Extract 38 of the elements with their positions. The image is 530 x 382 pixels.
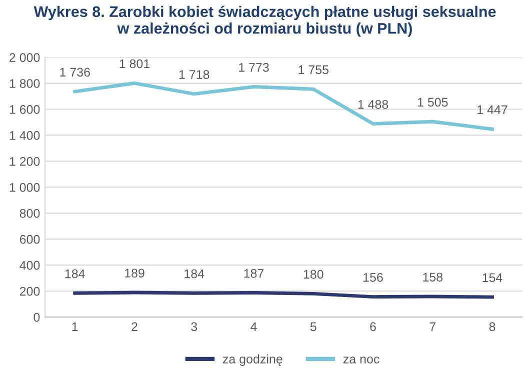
data-label: 189 — [125, 268, 144, 278]
y-tick-label: 1 600 — [10, 105, 40, 114]
data-label: 1 447 — [478, 105, 508, 114]
data-label: 1 755 — [298, 65, 328, 74]
data-label: 184 — [65, 269, 85, 278]
x-tick-label: 8 — [489, 322, 496, 332]
x-tick-label: 5 — [310, 322, 316, 332]
legend-label: za noc — [343, 356, 380, 364]
data-label: 184 — [184, 269, 204, 278]
data-label: 154 — [482, 273, 502, 282]
data-label: 1 801 — [120, 59, 150, 68]
y-tick-label: 1 400 — [10, 131, 40, 140]
x-tick-label: 7 — [430, 322, 436, 331]
y-tick-label: 1 200 — [10, 157, 40, 166]
x-tick-label: 3 — [191, 322, 198, 332]
chart-title: Wykres 8. Zarobki kobiet świadczących płatne usługi seksualne w zależności od rozmiaru biustu (w PLN) — [34, 6, 496, 37]
y-tick-label: 800 — [20, 208, 40, 218]
data-label: 187 — [244, 268, 264, 278]
data-label: 1 773 — [239, 62, 269, 72]
data-label: 158 — [423, 272, 442, 282]
x-tick-label: 2 — [132, 322, 138, 331]
x-tick-label: 4 — [250, 322, 257, 331]
data-label: 1 718 — [179, 70, 210, 79]
data-label: 180 — [304, 270, 324, 279]
y-tick-label: 2 000 — [10, 53, 40, 62]
data-label: 1 488 — [358, 100, 388, 109]
y-tick-label: 200 — [20, 286, 40, 296]
x-tick-label: 6 — [370, 322, 376, 332]
y-tick-label: 1 800 — [10, 79, 40, 88]
y-tick-label: 400 — [20, 260, 40, 270]
data-label: 1 736 — [60, 68, 90, 77]
y-tick-label: 600 — [20, 234, 40, 244]
x-tick-label: 1 — [72, 322, 78, 331]
legend-label: za godzinę — [222, 354, 282, 366]
data-label: 156 — [364, 272, 383, 282]
data-label: 1 505 — [418, 98, 448, 107]
y-tick-label: 1 000 — [10, 182, 40, 192]
y-tick-label: 0 — [34, 312, 40, 322]
